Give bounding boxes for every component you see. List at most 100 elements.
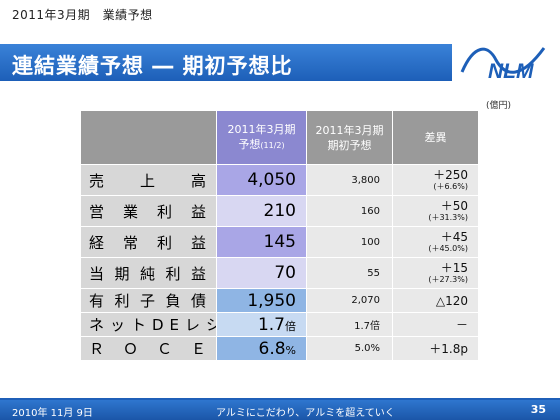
diff-value: △120 (392, 288, 479, 313)
diff-amount: ＋45 (440, 230, 468, 244)
label-char: 債 (190, 292, 206, 310)
nlm-logo-icon: NLM (460, 47, 546, 83)
header-forecast-date: (11/2) (260, 141, 285, 150)
unit-label: (億円) (486, 101, 512, 111)
forecast-number: 1.7 (257, 314, 285, 335)
table-row: 経 常 利 益 145 100 ＋45 (＋45.0%) (80, 226, 479, 258)
diff-percent: (＋27.3%) (428, 275, 468, 284)
row-label-operating-income: 営 業 利 益 (80, 195, 217, 227)
initial-value: 2,070 (306, 288, 393, 313)
header-initial: 2011年3月期 期初予想 (306, 110, 393, 165)
initial-value: 100 (306, 226, 393, 258)
forecast-number: 210 (263, 201, 296, 221)
initial-value: 1.7倍 (306, 312, 393, 337)
diff-value: ＋250 (＋6.6%) (392, 164, 479, 196)
forecast-number: 4,050 (247, 170, 296, 190)
label-char: Ｃ (156, 340, 172, 358)
table-row: ネットDEレシオ 1.7倍 1.7倍 － (80, 312, 479, 337)
label-char: 利 (156, 202, 172, 221)
label-char: 営 (89, 202, 105, 221)
forecast-number: 6.8 (258, 338, 286, 359)
label-char: 益 (190, 233, 206, 252)
label-char: 利 (165, 264, 181, 283)
diff-amount: － (455, 318, 468, 332)
label-char: 高 (190, 171, 206, 190)
label-char: 利 (156, 233, 172, 252)
forecast-number: 70 (274, 263, 296, 283)
page-number: 35 (530, 403, 546, 416)
label-char: 経 (89, 233, 105, 252)
header-initial-line2: 期初予想 (327, 138, 372, 152)
forecast-value: 1,950 (216, 288, 307, 313)
forecast-value: 4,050 (216, 164, 307, 196)
table-row: Ｒ Ｏ Ｃ Ｅ 6.8% 5.0% ＋1.8p (80, 336, 479, 361)
header-blank (80, 110, 217, 165)
header-forecast-line2: 予想(11/2) (217, 137, 306, 153)
diff-amount: △120 (435, 293, 468, 308)
logo-text: NLM (488, 60, 534, 83)
diff-percent: (＋45.0%) (428, 244, 468, 253)
diff-amount: ＋1.8p (429, 342, 468, 356)
table-row: 売 上 高 4,050 3,800 ＋250 (＋6.6%) (80, 164, 479, 196)
diff-value: ＋15 (＋27.3%) (392, 257, 479, 289)
header-diff: 差異 (392, 110, 479, 165)
header-initial-line1: 2011年3月期 (315, 123, 384, 137)
row-label-text: ネットDEレシオ (89, 316, 216, 334)
forecast-number: 145 (263, 232, 296, 252)
results-table: 2011年3月期 予想(11/2) 2011年3月期 期初予想 差異 売 上 高… (80, 110, 479, 361)
initial-value: 160 (306, 195, 393, 227)
table-header-row: 2011年3月期 予想(11/2) 2011年3月期 期初予想 差異 (80, 110, 479, 165)
row-label-interest-bearing-debt: 有 利 子 負 債 (80, 288, 217, 313)
forecast-value: 70 (216, 257, 307, 289)
label-char: 期 (114, 264, 130, 283)
label-char: 子 (139, 292, 155, 310)
label-char: 売 (89, 171, 105, 190)
header-forecast-label: 予想 (238, 138, 261, 151)
initial-value: 55 (306, 257, 393, 289)
label-char: 常 (122, 233, 138, 252)
label-char: Ｒ (89, 340, 105, 358)
diff-amount: ＋50 (440, 199, 468, 213)
label-char: Ｏ (122, 340, 138, 358)
label-char: 利 (114, 292, 130, 310)
row-label-sales: 売 上 高 (80, 164, 217, 196)
forecast-value: 210 (216, 195, 307, 227)
row-label-net-de-ratio: ネットDEレシオ (80, 312, 217, 337)
diff-amount: ＋250 (433, 168, 468, 182)
header-forecast: 2011年3月期 予想(11/2) (216, 110, 307, 165)
diff-percent: (＋6.6%) (433, 182, 468, 191)
initial-value: 3,800 (306, 164, 393, 196)
label-char: 益 (190, 202, 206, 221)
label-char: 負 (165, 292, 181, 310)
initial-value: 5.0% (306, 336, 393, 361)
forecast-unit: 倍 (285, 319, 296, 333)
forecast-value: 6.8% (216, 336, 307, 361)
table-row: 有 利 子 負 債 1,950 2,070 △120 (80, 288, 479, 313)
diff-value: ＋45 (＋45.0%) (392, 226, 479, 258)
table-row: 当 期 純 利 益 70 55 ＋15 (＋27.3%) (80, 257, 479, 289)
row-label-ordinary-income: 経 常 利 益 (80, 226, 217, 258)
label-char: 業 (122, 202, 138, 221)
label-char: 益 (190, 264, 206, 283)
label-char: 有 (89, 292, 105, 310)
footer-date: 2010年 11月 9日 (12, 408, 93, 419)
footer-divider (0, 398, 560, 400)
table-row: 営 業 利 益 210 160 ＋50 (＋31.3%) (80, 195, 479, 227)
row-label-net-income: 当 期 純 利 益 (80, 257, 217, 289)
forecast-unit: % (285, 343, 296, 357)
forecast-number: 1,950 (247, 290, 296, 311)
title-bar: 連結業績予想 ― 期初予想比 (0, 44, 452, 81)
diff-percent: (＋31.3%) (428, 213, 468, 222)
label-char: 当 (89, 264, 105, 283)
slide-title: 連結業績予想 ― 期初予想比 (12, 54, 293, 78)
diff-value: － (392, 312, 479, 337)
label-char: 上 (139, 171, 155, 190)
row-label-roce: Ｒ Ｏ Ｃ Ｅ (80, 336, 217, 361)
diff-value: ＋50 (＋31.3%) (392, 195, 479, 227)
header-forecast-line1: 2011年3月期 (227, 123, 296, 136)
forecast-value: 1.7倍 (216, 312, 307, 337)
diff-value: ＋1.8p (392, 336, 479, 361)
label-char: 純 (139, 264, 155, 283)
slide-subtitle: 2011年3月期 業績予想 (12, 8, 153, 22)
footer-bar: 2010年 11月 9日 アルミにこだわり、アルミを超えていく 35 (0, 400, 560, 420)
